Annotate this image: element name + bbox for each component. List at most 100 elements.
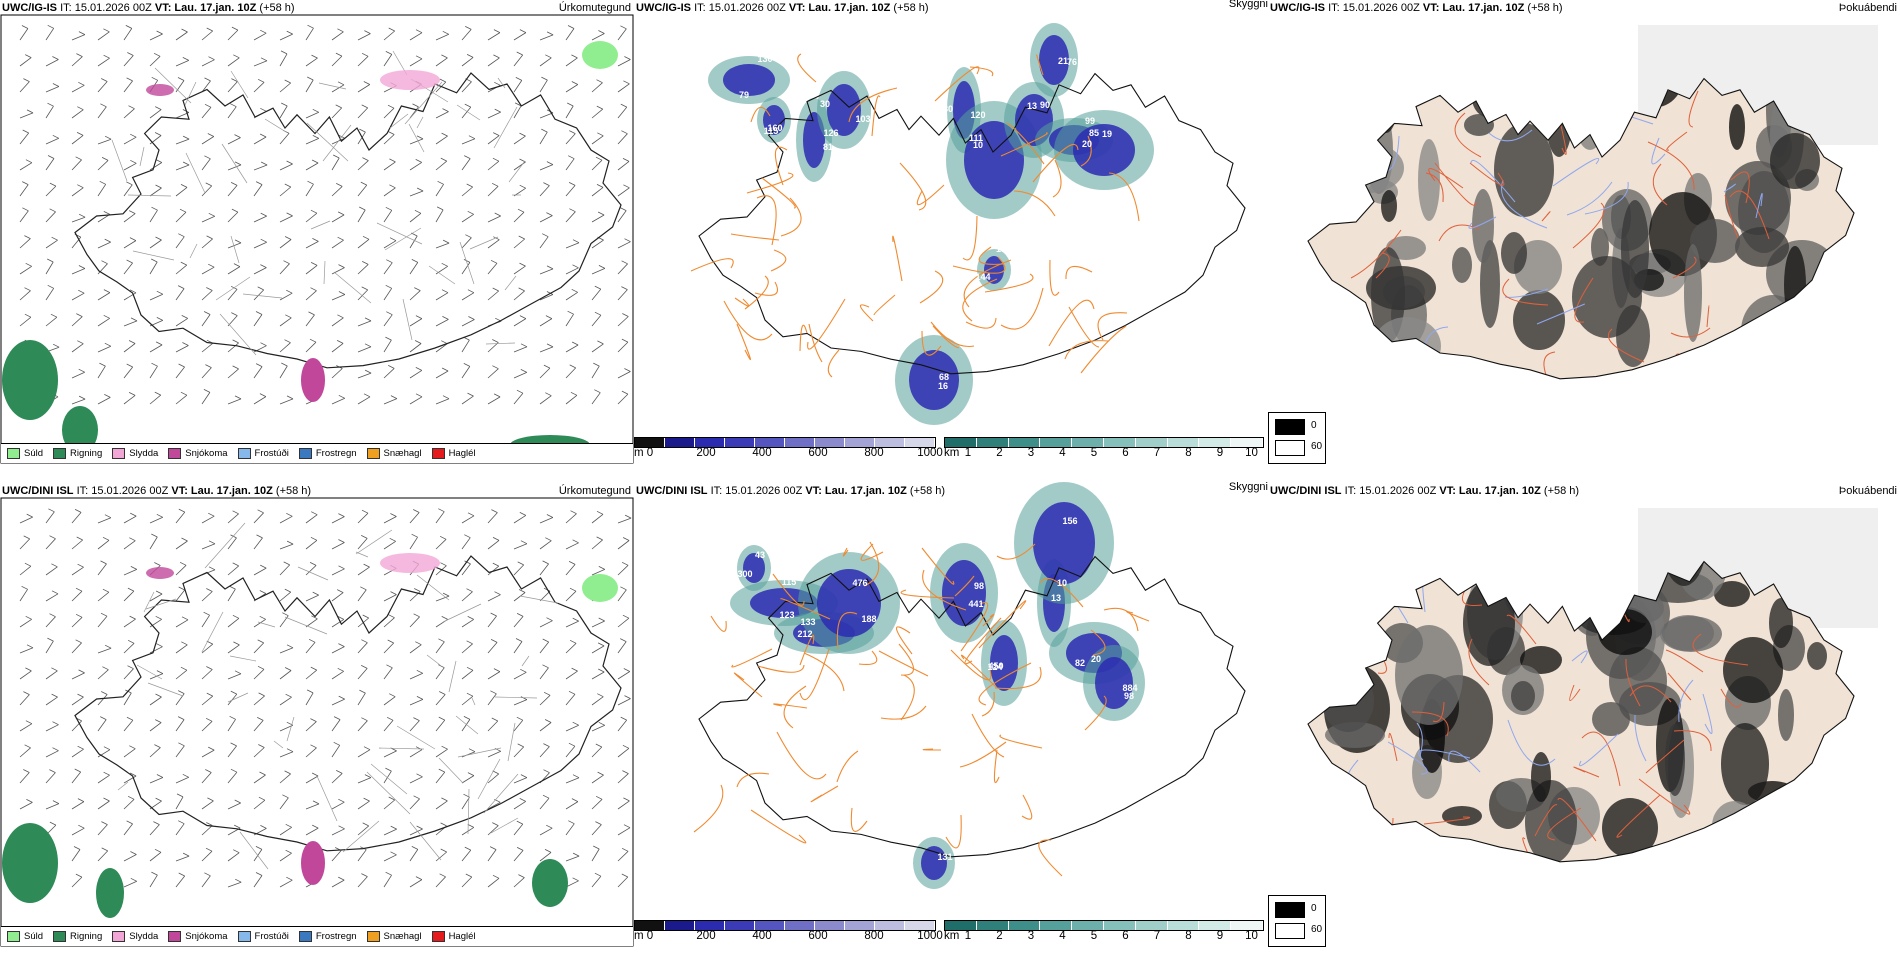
legend-swatch [53, 931, 67, 942]
height-tick: 600 [808, 447, 828, 459]
visibility-tick: 5 [1090, 930, 1098, 942]
visibility-tick: 6 [1122, 930, 1129, 942]
legend-label: Slydda [129, 931, 159, 942]
iceland-outline [1308, 79, 1854, 379]
visibility-tick: 2 [996, 930, 1003, 942]
cloud-base-value: 115 [764, 126, 779, 136]
visibility-tick: 6 [1122, 447, 1129, 459]
legend-swatch [431, 931, 445, 942]
legend-label: Snjókoma [185, 448, 228, 459]
panel-header: UWC/DINI ISL IT: 15.01.2026 00Z VT: Lau.… [2, 485, 312, 497]
legend-item: Haglél [431, 931, 476, 942]
height-colorbar: m 0 200 400 600 800 1000 [634, 437, 943, 467]
visibility-panel: 79 160 81 30 80 111 90 99 85 76 144 68 130 115 126 103 1… [634, 0, 1268, 470]
visibility-tick: 7 [1153, 930, 1161, 942]
visibility-tick: 2 [996, 447, 1003, 459]
cloud-base-value: 156 [1062, 516, 1077, 526]
height-tick: 400 [752, 930, 772, 942]
legend-item: Frostregn [298, 448, 357, 459]
snow-area [146, 567, 174, 579]
visibility-colorbar: km 1 2 3 4 5 6 7 8 9 10 [944, 920, 1264, 950]
visibility-unit: km [944, 447, 960, 459]
legend-item: Haglél [431, 448, 476, 459]
legend-label: Frostúði [254, 448, 289, 459]
cloud-base-value: 476 [852, 578, 867, 588]
cloud-base-value: 81 [823, 142, 833, 152]
road-lines [693, 541, 1150, 877]
cloud-base-value: 124 [987, 662, 1002, 672]
precip-legend: Súld Rigning Slydda Snjókoma Frostúði Frostre… [1, 926, 633, 946]
cloud-base-value: 130 [757, 54, 772, 64]
panel-title: Þokuábendi [1838, 485, 1897, 497]
visibility-tick: 1 [964, 930, 972, 942]
height-tick: 600 [808, 930, 828, 942]
legend-item: Snjókoma [168, 931, 228, 942]
legend-label: Snæhagl [383, 931, 422, 942]
height-tick: 1000 [917, 447, 943, 459]
legend-label: Slydda [129, 448, 159, 459]
panel-title: Úrkomutegund [558, 485, 631, 497]
wind-barbs [19, 508, 632, 888]
cloud-base-value: 98 [974, 581, 984, 591]
legend-swatch [112, 931, 126, 942]
fog-swatch-low [1275, 902, 1305, 918]
precip-legend: Súld Rigning Slydda Snjókoma Frostúði Frostre… [1, 443, 633, 463]
height-unit: m [634, 447, 644, 459]
panel-header: UWC/IG-IS IT: 15.01.2026 00Z VT: Lau. 17… [636, 2, 929, 14]
rain-area [2, 340, 58, 420]
panel-title: Skyggni [1228, 0, 1268, 10]
panel-title: Skyggni [1228, 481, 1268, 493]
visibility-tick: 3 [1027, 930, 1035, 942]
cloud-base-value: 13 [1027, 101, 1037, 111]
drizzle-area [582, 41, 618, 69]
cloud-base-value: 300 [737, 569, 752, 579]
cloud-base-value: 30 [820, 99, 830, 109]
legend-item: Rigning [53, 931, 102, 942]
wind-barbs [19, 24, 631, 405]
cloud-base-value: 79 [739, 90, 749, 100]
legend-label: Haglél [448, 931, 476, 942]
legend-swatch [237, 931, 251, 942]
cloud-base-value: 120 [970, 110, 985, 120]
panel-header: UWC/IG-IS IT: 15.01.2026 00Z VT: Lau. 17… [2, 2, 295, 14]
cloud-base-value: 133 [800, 617, 815, 627]
legend-label: Frostúði [254, 931, 289, 942]
cloud-base-value: 90 [1040, 100, 1050, 110]
visibility-tick: 3 [1027, 447, 1035, 459]
forecast-row: UWC/IG-IS IT: 15.01.2026 00Z VT: Lau. 17… [0, 0, 1900, 470]
cloud-base-value: 20 [1091, 654, 1101, 664]
fog-label-low: 0 [1311, 420, 1317, 431]
cloud-base-value: 111 [969, 133, 983, 143]
height-colorbar: m 0 200 400 600 800 1000 [634, 920, 943, 950]
panel-header: UWC/DINI ISL IT: 15.01.2026 00Z VT: Lau.… [1270, 485, 1580, 497]
iceland-outline [699, 557, 1245, 857]
legend-label: Frostregn [315, 448, 357, 459]
cloud-base-value: 98 [1124, 691, 1134, 701]
fog-index-map [1268, 18, 1900, 438]
legend-item: Frostregn [298, 931, 357, 942]
legend-label: Snæhagl [383, 448, 422, 459]
visibility-tick: 1 [964, 447, 972, 459]
snow-area [146, 84, 174, 96]
cloud-base-value: 21 [1058, 56, 1068, 66]
cloud-base-value: 884 [1122, 683, 1137, 693]
legend-item: Súld [7, 931, 43, 942]
iceland-outline [699, 74, 1245, 374]
legend-label: Rigning [70, 931, 103, 942]
visibility-panel: 43 123 133 188 98 124 13 82 884 156 131 300 115 212 47… [634, 481, 1268, 953]
fog-swatch-low [1275, 419, 1305, 435]
cloud-base-value: 13 [1051, 593, 1061, 603]
cloud-base-value: 19 [1102, 129, 1112, 139]
sleet-area [380, 553, 440, 573]
cloud-base-value: 68 [939, 372, 949, 382]
legend-item: Snæhagl [366, 931, 422, 942]
iceland-outline [1308, 562, 1854, 862]
fog-label-high: 60 [1311, 924, 1323, 935]
cloud-base-value: 85 [1089, 128, 1099, 138]
visibility-tick: 9 [1216, 447, 1224, 459]
rain-area [96, 868, 124, 918]
cloud-base-value: 160 [767, 123, 782, 133]
rain-area [2, 823, 58, 903]
cloud-base-value: 144 [975, 272, 990, 282]
legend-swatch [366, 448, 380, 459]
